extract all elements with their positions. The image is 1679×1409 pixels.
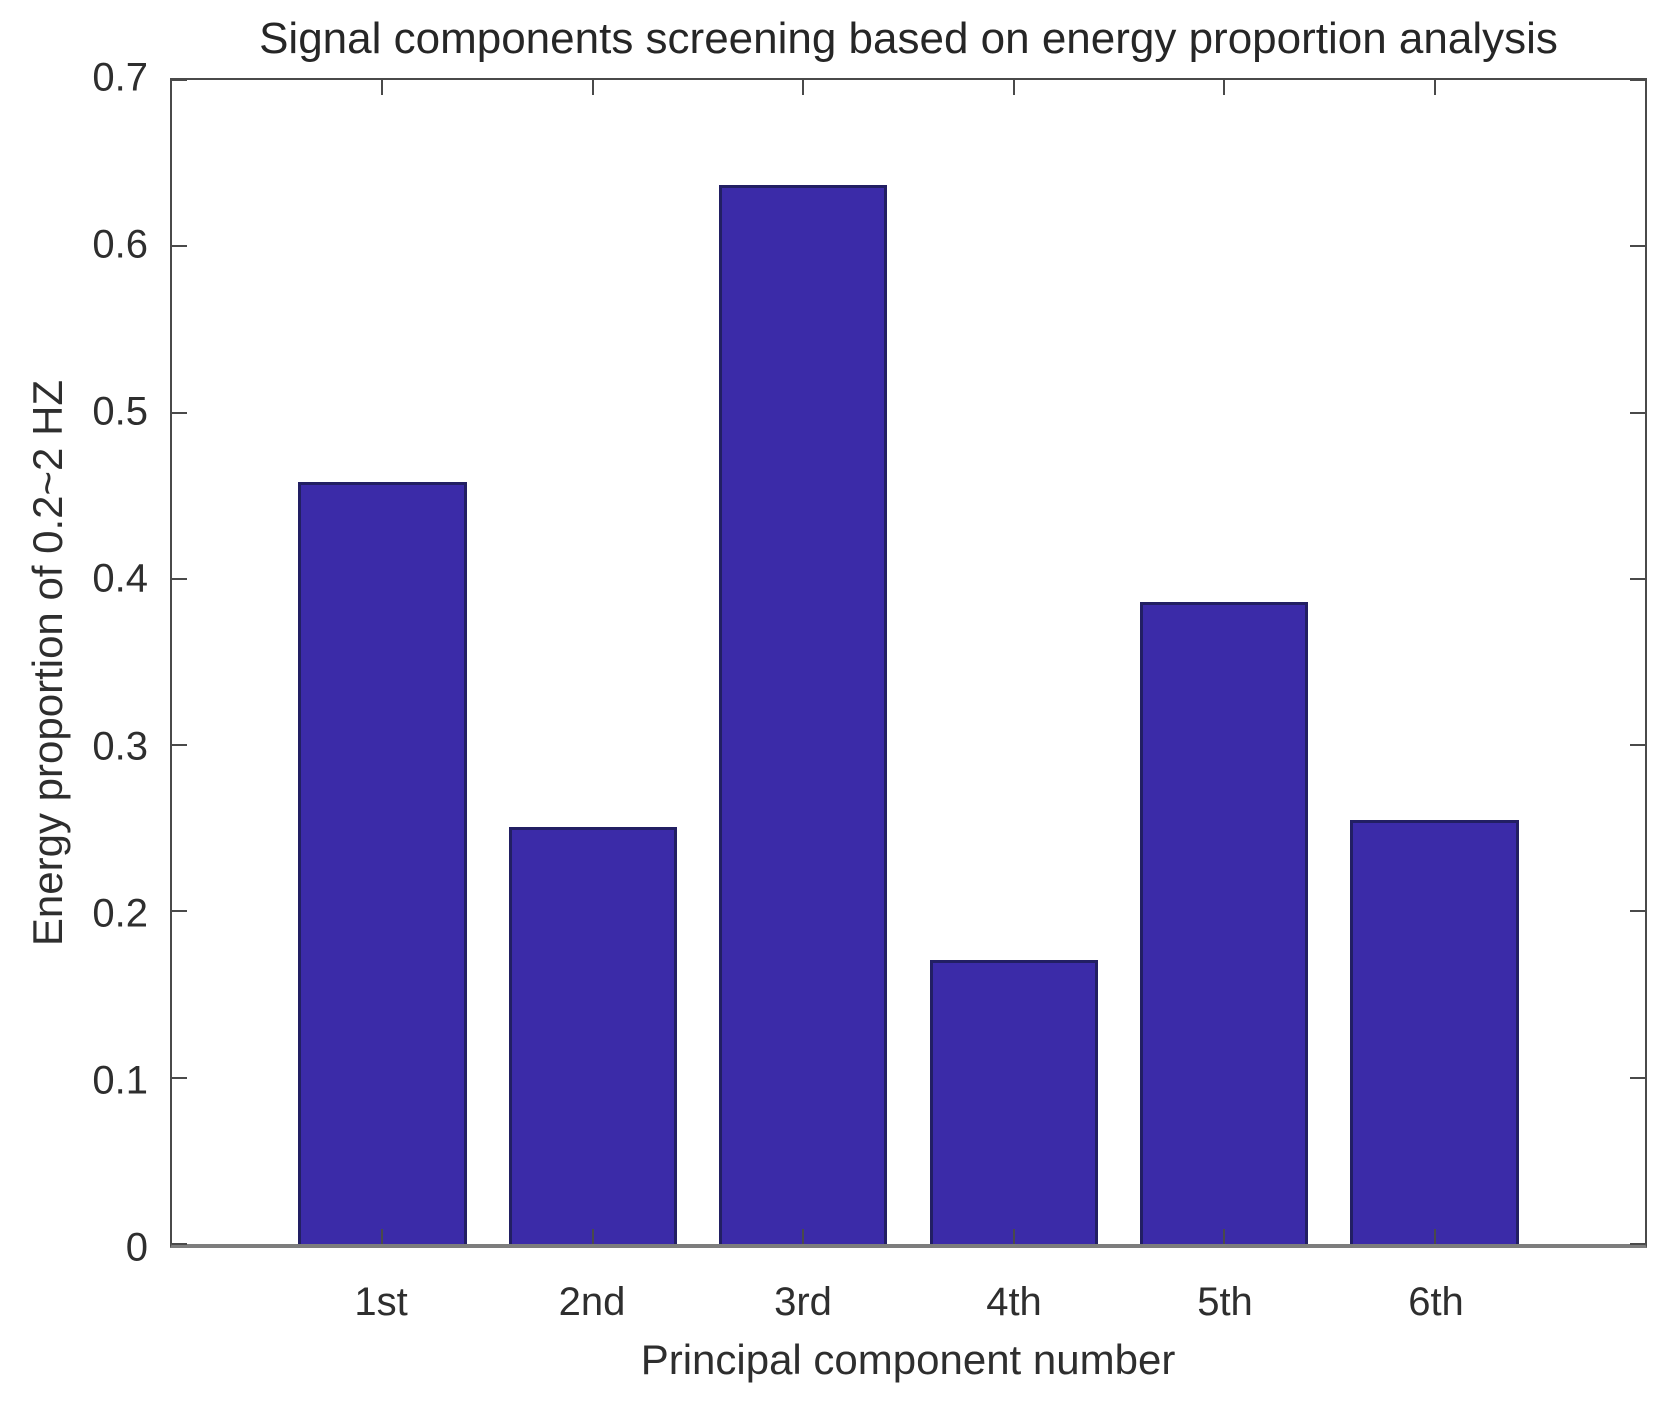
x-tick-mark: [381, 1229, 384, 1244]
y-tick-mark: [1630, 245, 1645, 248]
y-tick-label: 0.6: [92, 222, 148, 267]
x-tick-mark: [381, 80, 384, 95]
y-tick-mark: [172, 245, 187, 248]
y-tick-mark: [1630, 1076, 1645, 1079]
plot-area: [170, 78, 1647, 1248]
y-tick-label: 0.5: [92, 389, 148, 434]
y-tick-mark: [172, 1243, 187, 1245]
y-tick-label: 0.7: [92, 55, 148, 100]
bar-3rd: [719, 184, 888, 1244]
x-tick-mark: [591, 80, 594, 95]
x-tick-label: 6th: [1408, 1280, 1464, 1324]
y-tick-label: 0: [125, 1225, 148, 1270]
y-tick-mark: [1630, 1243, 1645, 1245]
x-tick-mark: [1223, 80, 1226, 95]
y-tick-mark: [1630, 79, 1645, 81]
y-tick-label: 0.3: [92, 724, 148, 769]
x-tick-label: 2nd: [558, 1280, 626, 1324]
y-tick-label: 0.1: [92, 1058, 148, 1103]
x-tick-mark: [802, 80, 805, 95]
y-tick-mark: [1630, 577, 1645, 580]
y-tick-label: 0.2: [92, 891, 148, 936]
y-tick-mark: [172, 1076, 187, 1079]
y-tick-mark: [1630, 744, 1645, 747]
x-tick-mark: [1012, 1229, 1015, 1244]
y-tick-mark: [172, 79, 187, 81]
bar-5th: [1139, 602, 1309, 1244]
x-tick-mark: [591, 1229, 594, 1244]
x-tick-label: 5th: [1197, 1280, 1253, 1324]
bar-4th: [929, 959, 1098, 1244]
y-tick-mark: [172, 744, 187, 747]
y-axis-label: Energy proportion of 0.2~2 HZ: [24, 379, 71, 947]
x-tick-mark: [1012, 80, 1015, 95]
x-tick-mark: [1433, 1229, 1436, 1244]
x-tick-mark: [802, 1229, 805, 1244]
y-tick-mark: [172, 910, 187, 913]
x-tick-label: 1st: [354, 1280, 408, 1324]
x-tick-label: 4th: [986, 1280, 1042, 1324]
x-tick-mark: [1223, 1229, 1226, 1244]
y-tick-mark: [172, 411, 187, 414]
y-tick-mark: [1630, 910, 1645, 913]
bar-1st: [298, 482, 467, 1244]
x-tick-label: 3rd: [774, 1280, 832, 1324]
x-axis-label: Principal component number: [640, 1336, 1176, 1383]
x-tick-mark: [1433, 80, 1436, 95]
bar-2nd: [508, 826, 677, 1244]
y-tick-mark: [172, 577, 187, 580]
chart-title: Signal components screening based on ene…: [259, 14, 1558, 63]
y-tick-mark: [1630, 411, 1645, 414]
bar-6th: [1350, 819, 1519, 1244]
y-tick-label: 0.4: [92, 556, 148, 601]
